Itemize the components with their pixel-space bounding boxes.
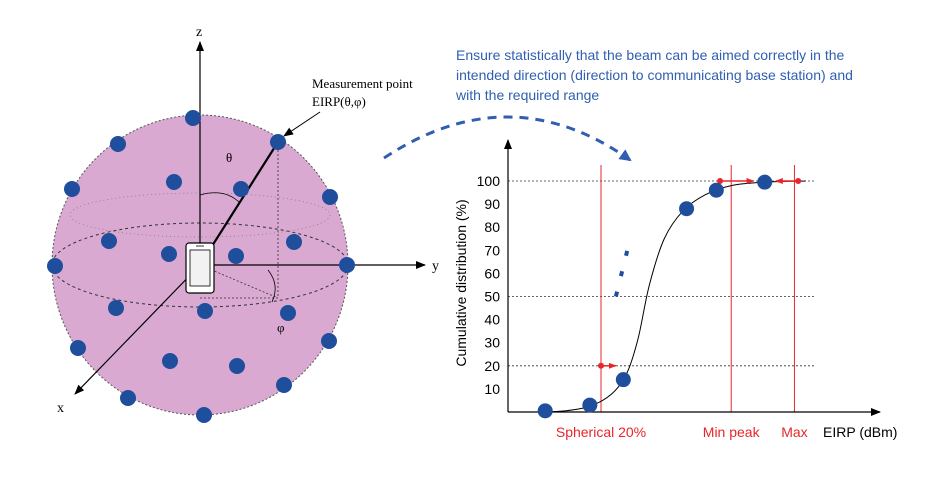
sphere-point-18: [321, 333, 337, 349]
marker-label-3: Max: [781, 424, 807, 440]
sphere-measurement-points: [47, 110, 355, 423]
data-point-5: [708, 182, 724, 198]
axis-x-label: x: [57, 401, 64, 416]
sphere-point-10: [228, 248, 244, 264]
caption-line-3: with the required range: [455, 87, 599, 103]
caption-line-2: intended direction (direction to communi…: [456, 67, 853, 83]
phi-arc: [267, 269, 276, 303]
sphere-point-1: [185, 110, 201, 126]
sphere-point-6: [233, 181, 249, 197]
axis-z-label: z: [196, 25, 202, 40]
cdf-chart: Spherical 20% Min peak Max 10 20 30 40 50 60 70 80…: [453, 139, 897, 440]
measurement-point-label: Measurement point: [312, 76, 413, 91]
theta-label: θ: [226, 150, 232, 165]
theta-arc: [199, 192, 241, 204]
sphere-point-7: [322, 189, 338, 205]
data-point-4: [679, 201, 695, 217]
y-tick-60: 60: [484, 265, 500, 281]
y-tick-20: 20: [484, 358, 500, 374]
data-point-1: [537, 403, 553, 419]
sphere-point-23: [196, 407, 212, 423]
sphere-point-14: [108, 300, 124, 316]
marker-label-1: Spherical 20%: [556, 424, 646, 440]
estimated-dotted-segment: [613, 235, 633, 297]
y-tick-50: 50: [484, 289, 500, 305]
phone-icon: [185, 242, 215, 294]
sphere-point-3: [110, 136, 126, 152]
marker-label-2: Min peak: [703, 424, 761, 440]
data-point-6: [757, 174, 773, 190]
sphere-point-13: [339, 257, 355, 273]
y-tick-30: 30: [484, 335, 500, 351]
y-tick-70: 70: [484, 242, 500, 258]
sphere-point-4: [64, 181, 80, 197]
y-tick-40: 40: [484, 312, 500, 328]
sphere-point-2: [270, 134, 286, 150]
y-tick-10: 10: [484, 381, 500, 397]
dashed-transition-arrow: [383, 115, 632, 162]
y-axis-label: Cumulative distribution (%): [453, 199, 469, 366]
sphere-point-19: [162, 353, 178, 369]
y-tick-90: 90: [484, 196, 500, 212]
phi-label: φ: [277, 320, 285, 335]
data-point-3: [615, 372, 631, 388]
y-tick-100: 100: [477, 173, 501, 189]
sphere-point-17: [70, 340, 86, 356]
data-point-2: [582, 397, 598, 413]
sphere-diagram: z y x θ φ Measurement point EIRP(θ,φ): [47, 25, 439, 423]
sphere-point-12: [47, 258, 63, 274]
caption: Ensure statistically that the beam can b…: [455, 47, 853, 103]
sphere-point-16: [280, 305, 296, 321]
eirp-theta-phi-label: EIRP(θ,φ): [312, 94, 366, 109]
caption-line-1: Ensure statistically that the beam can b…: [456, 47, 845, 63]
sphere-point-22: [276, 377, 292, 393]
axis-y-label: y: [432, 259, 439, 274]
y-tick-80: 80: [484, 219, 500, 235]
measurement-leader-arrow: [283, 111, 321, 137]
x-axis-label: EIRP (dBm): [823, 424, 897, 440]
sphere-point-20: [229, 358, 245, 374]
sphere-point-9: [161, 246, 177, 262]
sphere-point-8: [101, 233, 117, 249]
sphere-point-5: [166, 174, 182, 190]
x-axis: [74, 264, 201, 395]
sphere-point-11: [286, 234, 302, 250]
sphere-point-21: [120, 390, 136, 406]
sphere-point-15: [197, 303, 213, 319]
